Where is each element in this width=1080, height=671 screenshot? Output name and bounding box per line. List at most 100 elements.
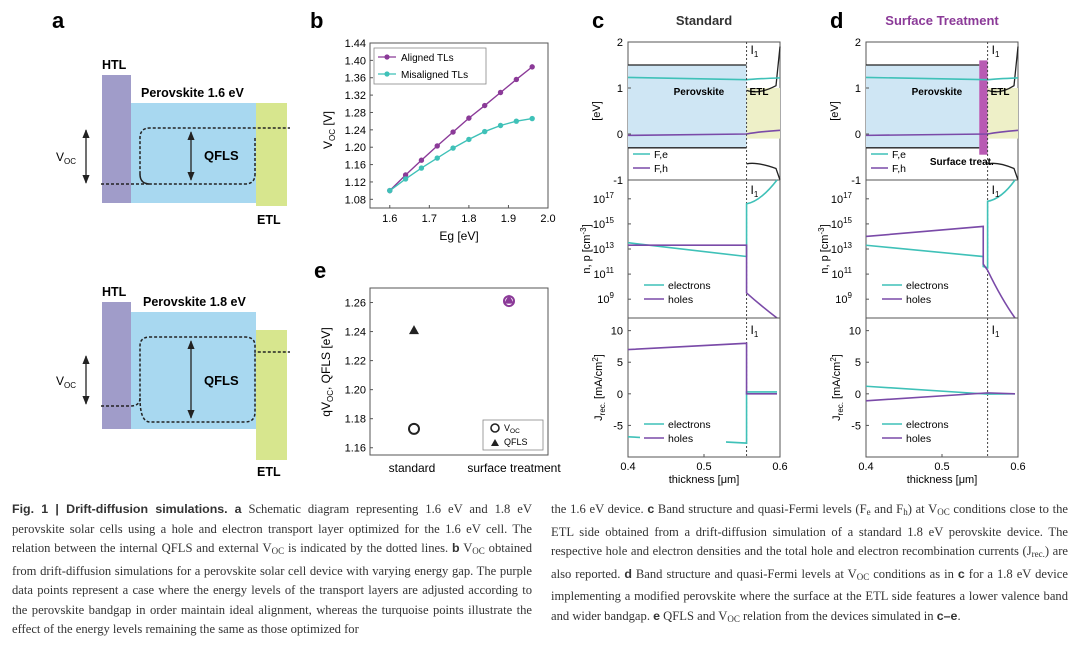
- htl-label: HTL: [102, 285, 127, 299]
- legend: Aligned TLs Misaligned TLs: [373, 47, 487, 85]
- legend-label-electrons: electrons: [668, 419, 711, 431]
- data-point: [418, 157, 425, 163]
- x-axis-label: thickness [μm]: [669, 474, 740, 486]
- qfls-label: QFLS: [204, 373, 239, 388]
- y-tick-label: -1: [613, 175, 623, 187]
- panel-label: d: [830, 8, 843, 33]
- x-axis-label: thickness [μm]: [907, 474, 978, 486]
- data-point: [450, 129, 456, 135]
- series-group: [387, 64, 535, 194]
- y-tick-label: 1017: [593, 191, 615, 206]
- etl-layer: [256, 330, 287, 460]
- legend-label-fh: F,h: [892, 163, 906, 175]
- legend-marker-voc: [490, 423, 500, 433]
- legend-box: [640, 415, 726, 445]
- interface-label: I1: [751, 43, 759, 59]
- data-points: [408, 294, 515, 435]
- etl-label: ETL: [750, 87, 769, 98]
- surface-treatment-layer: [979, 60, 988, 155]
- data-point: [529, 115, 535, 122]
- y-tick-labels: 1.16 1.18 1.20 1.22 1.24 1.26: [345, 298, 373, 455]
- x-tick-standard: standard: [389, 461, 436, 475]
- y-tick-label: 1011: [593, 266, 614, 281]
- y-tick-label: 1.20: [345, 385, 366, 397]
- band-diagram: 2 1 0 -1 [eV] Perovskite ETL I1 F,e F,h: [591, 37, 781, 187]
- x-tick-label: 0.4: [858, 461, 873, 473]
- legend-label-aligned: Aligned TLs: [401, 53, 454, 64]
- series-line-0: [389, 66, 533, 192]
- density-plot: 1017 1015 1013 1011 109 n, p [cm-3] I1 electron…: [817, 179, 1019, 319]
- interface-label: I1: [992, 43, 1000, 59]
- y-tick-label: 1.20: [345, 142, 366, 154]
- y-tick-label: 1.18: [345, 414, 366, 426]
- y-tick-label: 1.24: [345, 327, 366, 339]
- band-legend: F,e F,h: [633, 149, 668, 175]
- plot-frame: [369, 287, 549, 456]
- data-point: [418, 165, 425, 171]
- y-tick-label: -1: [851, 175, 861, 187]
- y-tick-label: -5: [613, 420, 623, 432]
- legend: VOC QFLS: [482, 419, 544, 451]
- x-tick-label: 1.6: [382, 213, 397, 225]
- x-tick-label: 1.8: [461, 213, 476, 225]
- voc-point: [408, 422, 420, 435]
- voc-label: VOC: [56, 150, 76, 166]
- density-legend: electrons holes: [878, 276, 964, 306]
- etl-label: ETL: [257, 465, 281, 479]
- x-axis-label: Eg [eV]: [439, 229, 478, 243]
- y-tick-label: 1.08: [345, 194, 366, 206]
- y-tick-label: 1.24: [345, 125, 366, 137]
- x-tick-surface-treatment: surface treatment: [467, 461, 561, 475]
- y-tick-label: 10: [611, 326, 623, 338]
- legend-label-fh: F,h: [654, 163, 668, 175]
- etl-conduction-edge: [987, 46, 1019, 93]
- legend-label-holes: holes: [668, 294, 693, 306]
- hole-density-line: [865, 225, 1016, 319]
- data-point: [402, 176, 409, 182]
- htl-layer: [102, 302, 131, 429]
- data-point: [513, 118, 520, 124]
- y-tick-label: 1.32: [345, 90, 366, 102]
- y-tick-label: 1: [617, 83, 623, 95]
- qfl-dotted-lower: [139, 352, 256, 423]
- interface-label: I1: [992, 323, 1000, 339]
- x-tick-label: 1.7: [422, 213, 437, 225]
- legend-box: [373, 47, 487, 85]
- htl-label: HTL: [102, 58, 127, 72]
- y-tick-label: 109: [597, 291, 614, 306]
- y-tick-label: 0: [617, 129, 623, 141]
- y-axis-label: qVOC, QFLS [eV]: [319, 327, 335, 416]
- surface-treatment-label: Surface treat.: [930, 157, 994, 168]
- recombination-plot: 10 5 0 -5 0.4 0.5 0.6 thickness [μm] Jrec. [mA/c…: [591, 317, 788, 486]
- data-point: [434, 143, 440, 149]
- y-tick-label: 0: [855, 389, 861, 401]
- y-tick-label: 1.22: [345, 356, 366, 368]
- legend-marker-qfls: [491, 439, 499, 446]
- x-tick-label: 0.6: [772, 461, 787, 473]
- panel-title: Surface Treatment: [885, 13, 999, 28]
- y-tick-label: 1.16: [345, 443, 366, 455]
- legend-label-qfls: QFLS: [504, 437, 528, 447]
- y-tick-label: 1.26: [345, 298, 366, 310]
- y-tick-label: 0: [617, 389, 623, 401]
- y-tick-label: 1.28: [345, 107, 366, 119]
- etl-valence-edge: [987, 162, 1019, 181]
- recombination-legend: electrons holes: [640, 415, 726, 445]
- y-tick-label: -5: [851, 420, 861, 432]
- voc-label: VOC: [56, 374, 76, 390]
- etl-label: ETL: [991, 87, 1010, 98]
- qfls-point: [409, 325, 419, 335]
- y-tick-label: 1013: [593, 241, 615, 256]
- hole-current-line: [865, 392, 1016, 402]
- x-tick-labels: 1.6 1.7 1.8 1.9 2.0: [382, 205, 556, 225]
- data-point: [497, 89, 504, 96]
- y-tick-label: 1.12: [345, 177, 366, 189]
- panel-b: b 1.081.121.161.201.241.281.321.361.401.…: [310, 8, 556, 243]
- series-line-1: [389, 117, 533, 192]
- caption-left: Fig. 1 | Drift-diffusion simulations. a …: [12, 502, 533, 636]
- y-axis-label: n, p [cm-3]: [817, 224, 831, 273]
- y-tick-label: 2: [855, 37, 861, 49]
- x-tick-label: 2.0: [540, 213, 555, 225]
- band-diagram: 2 1 0 -1 [eV] Perovskite ETL I1 F,e F,h Surface tr…: [829, 37, 1019, 187]
- x-tick-label: 1.9: [501, 213, 516, 225]
